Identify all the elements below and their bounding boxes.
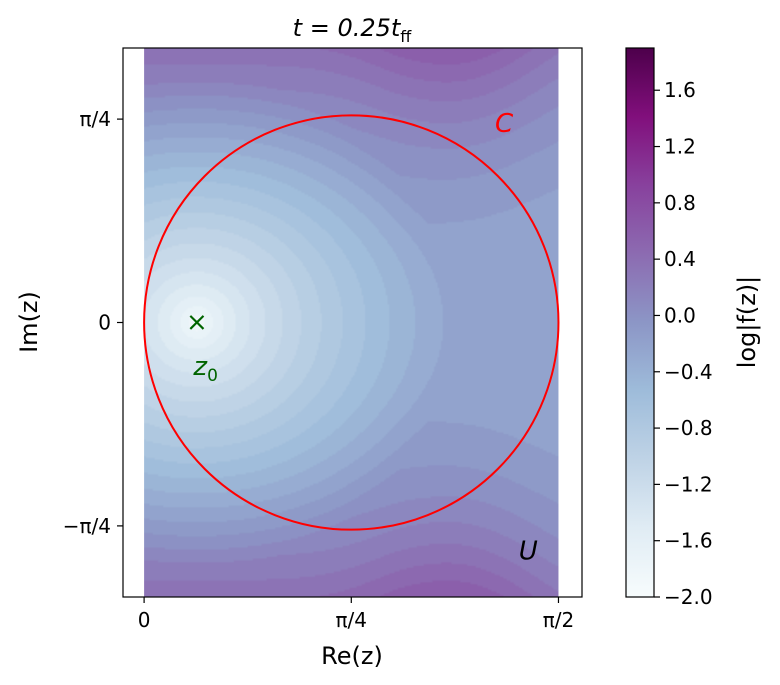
- z0-label: z0: [192, 352, 217, 386]
- y-axis-title: Im(z): [15, 291, 43, 353]
- chart-title: t = 0.25tff: [293, 14, 413, 46]
- x-tick-label: 0: [138, 608, 151, 632]
- colorbar-tick-label: −0.8: [664, 416, 713, 440]
- heatmap-field: [144, 48, 559, 597]
- plot-area: [123, 48, 582, 597]
- x-axis: 0 π/4 π/2: [138, 597, 574, 632]
- colorbar-label: log|f(z)|: [733, 276, 761, 369]
- x-axis-title: Re(z): [321, 642, 383, 670]
- colorbar-ticks: 1.6 1.2 0.8 0.4 0.0 −0.4 −0.8 −1.2 −1.6 −2.0: [654, 78, 713, 609]
- colorbar-frame: [625, 47, 655, 598]
- colorbar-gradient: [626, 48, 654, 597]
- z0-marker: ×: [186, 308, 208, 338]
- colorbar-tick-label: 0.0: [664, 303, 696, 327]
- colorbar-tick-label: −1.6: [664, 529, 713, 553]
- y-tick-label: π/4: [79, 107, 111, 131]
- y-tick-label: 0: [98, 311, 111, 335]
- z0-label-main: z: [192, 352, 208, 382]
- x-tick-label: π/2: [543, 608, 575, 632]
- contour-circle-c: [143, 114, 560, 531]
- region-label-u: U: [519, 536, 538, 566]
- y-axis: π/4 0 −π/4: [63, 107, 123, 538]
- x-tick-label: π/4: [336, 608, 368, 632]
- contour-label-c: C: [495, 109, 514, 139]
- colorbar-tick-label: 1.2: [664, 135, 696, 159]
- chart-title-subscript: ff: [400, 27, 412, 46]
- y-tick-label: −π/4: [63, 514, 111, 538]
- colorbar-tick-label: −2.0: [664, 585, 713, 609]
- z0-label-subscript: 0: [207, 366, 218, 386]
- colorbar-tick-label: −1.2: [664, 472, 713, 496]
- colorbar: 1.6 1.2 0.8 0.4 0.0 −0.4 −0.8 −1.2 −1.6 −2.0 log|…: [625, 47, 761, 609]
- chart-title-main: t = 0.25t: [293, 14, 402, 42]
- colorbar-tick-label: −0.4: [664, 360, 713, 384]
- colorbar-tick-label: 0.8: [664, 191, 696, 215]
- colorbar-tick-label: 0.4: [664, 247, 696, 271]
- colorbar-tick-label: 1.6: [664, 78, 696, 102]
